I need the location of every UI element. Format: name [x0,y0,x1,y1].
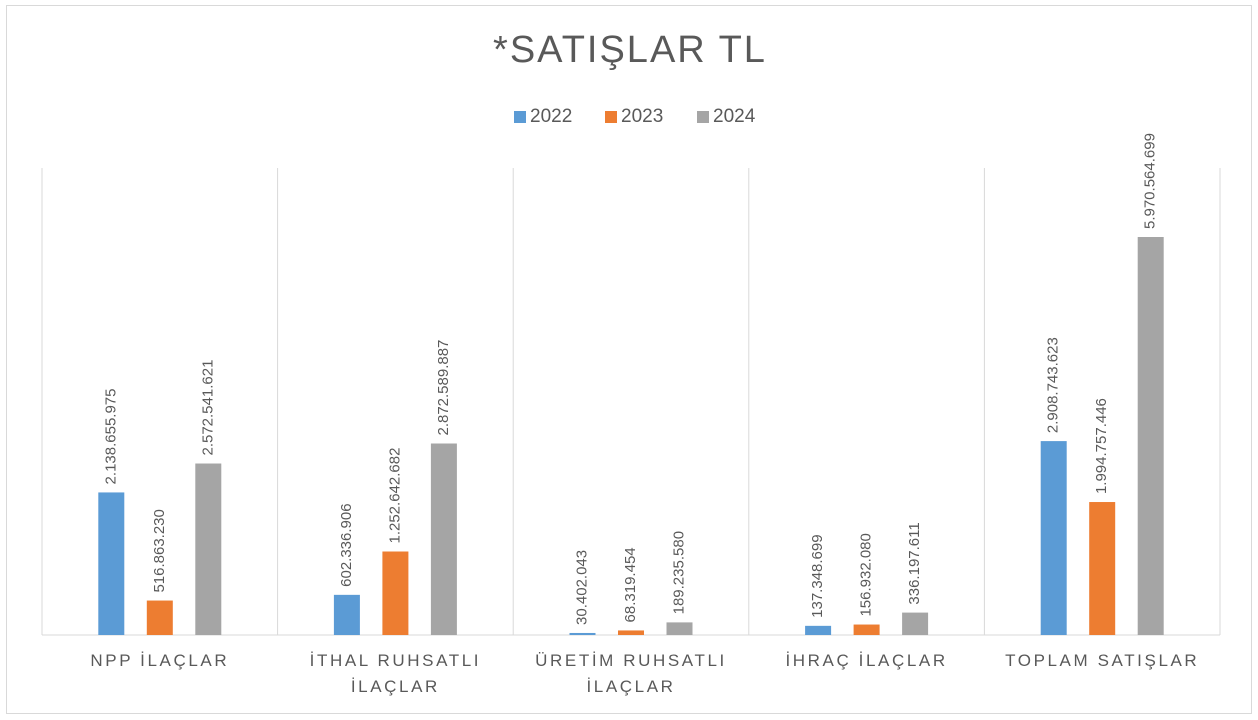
bar [1040,441,1067,635]
data-label: 1.994.757.446 [1093,398,1110,494]
bar [1137,237,1164,635]
bar [333,594,360,635]
bar [195,463,222,635]
bar [382,551,409,635]
chart-title: *SATIŞLAR TL [493,29,767,71]
data-label: 189.235.580 [670,531,687,614]
legend-swatch [697,111,709,123]
data-label: 156.932.080 [858,533,875,616]
bar [902,612,929,635]
data-label: 5.970.564.699 [1142,133,1159,229]
bar [853,624,880,635]
bar [146,600,173,635]
bar [666,622,693,635]
bar [1089,502,1116,635]
data-label: 68.319.454 [622,547,639,622]
data-label: 30.402.043 [573,550,590,625]
data-label: 1.252.642.682 [386,448,403,544]
data-label: 602.336.906 [338,503,355,586]
bar [98,492,125,635]
legend-label: 2024 [713,106,756,127]
x-tick-label: NPP İLAÇLAR [90,651,230,670]
x-tick-label: İHRAÇ İLAÇLAR [785,651,948,670]
bar [430,443,457,635]
data-label: 336.197.611 [906,522,923,604]
data-label: 137.348.699 [809,534,826,617]
legend-label: 2022 [530,106,572,127]
bar [569,632,596,635]
data-label: 2.138.655.975 [102,388,119,484]
legend-swatch [514,111,526,123]
bar [805,625,832,635]
x-tick-label: TOPLAM SATIŞLAR [1005,651,1200,670]
bar [618,630,644,635]
x-tick-label: ÜRETİM RUHSATLI İLAÇLAR [535,651,727,696]
data-label: 2.872.589.887 [435,340,452,436]
legend-swatch [605,111,617,123]
legend-label: 2023 [621,106,663,127]
data-label: 516.863.230 [151,509,168,592]
x-tick-label: İTHAL RUHSATLI İLAÇLAR [309,651,482,696]
data-label: 2.572.541.621 [199,360,216,456]
data-label: 2.908.743.623 [1045,337,1062,433]
